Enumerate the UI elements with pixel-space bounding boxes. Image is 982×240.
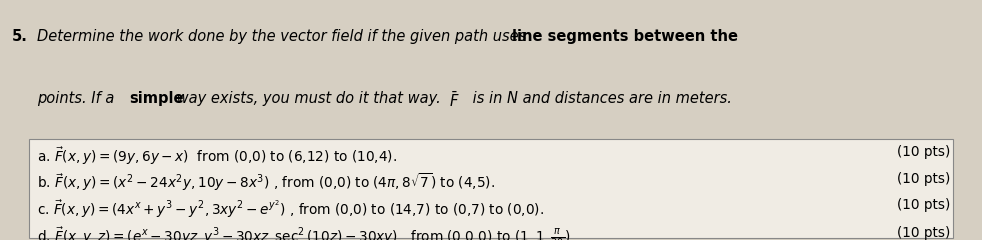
Text: d. $\vec{F}(x,y,z) = (e^x-30yz, y^3-30xz, \sec^2(10z)-30xy)$ , from (0,0,0) to $: d. $\vec{F}(x,y,z) = (e^x-30yz, y^3-30xz… — [37, 226, 572, 240]
Text: 5.: 5. — [12, 29, 27, 44]
Text: (10 pts): (10 pts) — [898, 145, 951, 159]
Text: b. $\vec{F}(x,y) = (x^2-24x^2y, 10y-8x^3)$ , from (0,0) to $(4\pi,8\sqrt{7})$ to: b. $\vec{F}(x,y) = (x^2-24x^2y, 10y-8x^3… — [37, 172, 495, 193]
Text: $\bar{F}$: $\bar{F}$ — [449, 91, 460, 110]
FancyBboxPatch shape — [29, 139, 953, 238]
Text: is in N and distances are in meters.: is in N and distances are in meters. — [468, 91, 733, 106]
Text: (10 pts): (10 pts) — [898, 226, 951, 240]
Text: a. $\vec{F}(x,y) = (9y,6y-x)$  from (0,0) to (6,12) to (10,4).: a. $\vec{F}(x,y) = (9y,6y-x)$ from (0,0)… — [37, 145, 398, 167]
Text: (10 pts): (10 pts) — [898, 172, 951, 186]
Text: Determine the work done by the vector field if the given path uses: Determine the work done by the vector fi… — [37, 29, 531, 44]
Text: (10 pts): (10 pts) — [898, 198, 951, 212]
Text: line segments between the: line segments between the — [512, 29, 737, 44]
Text: points. If a: points. If a — [37, 91, 120, 106]
Text: way exists, you must do it that way.: way exists, you must do it that way. — [172, 91, 445, 106]
Text: simple: simple — [130, 91, 184, 106]
Text: c. $\vec{F}(x,y) = (4x^x+y^3-y^2, 3xy^2-e^{y^2})$ , from (0,0) to (14,7) to (0,7: c. $\vec{F}(x,y) = (4x^x+y^3-y^2, 3xy^2-… — [37, 198, 544, 220]
